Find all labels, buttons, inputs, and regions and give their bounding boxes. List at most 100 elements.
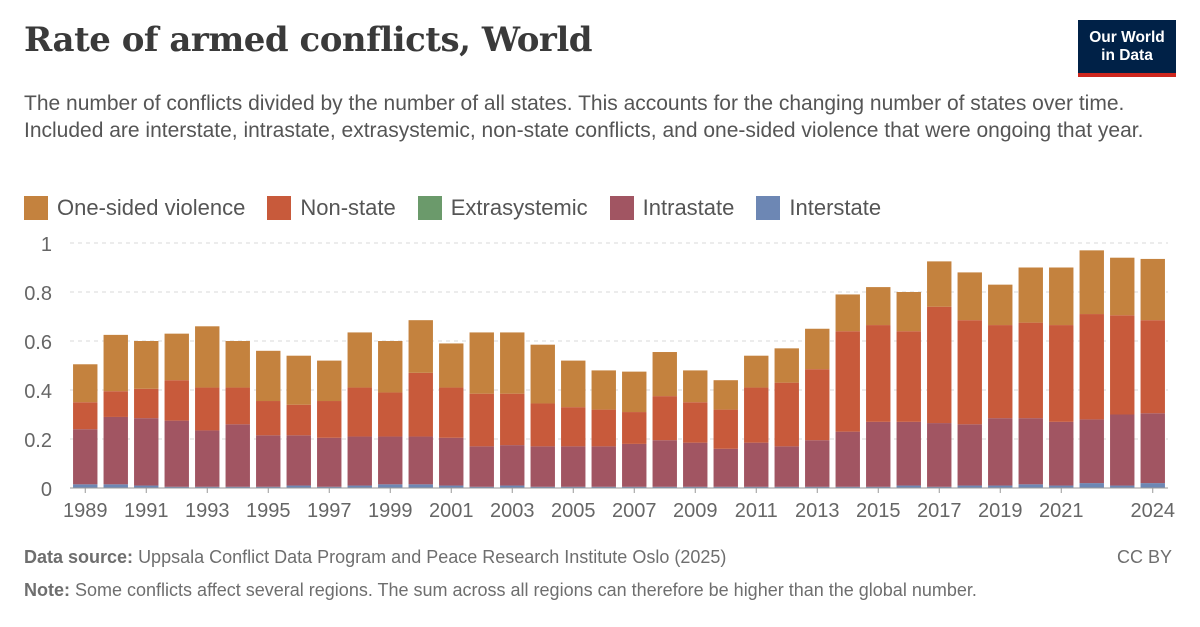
bar-non-state-2015 — [866, 325, 891, 422]
bar-stack-2017 — [927, 261, 952, 488]
bar-intrastate-1991 — [134, 418, 159, 486]
bar-intrastate-2007 — [622, 443, 647, 487]
bar-interstate-2016 — [896, 485, 921, 488]
bar-one-sided-violence-1992 — [164, 333, 189, 381]
data-source-text[interactable]: Uppsala Conflict Data Program and Peace … — [138, 547, 727, 567]
bar-interstate-1999 — [378, 484, 403, 488]
bar-intrastate-2019 — [988, 418, 1013, 486]
bar-non-state-1989 — [73, 402, 98, 430]
bar-interstate-2021 — [1049, 485, 1074, 488]
x-tick-label: 2005 — [551, 500, 596, 522]
note-label: Note: — [24, 580, 70, 600]
bar-one-sided-violence-2002 — [469, 332, 494, 394]
bar-stack-2016 — [896, 292, 921, 488]
bar-stack-2021 — [1049, 267, 1074, 488]
bar-non-state-2018 — [957, 320, 982, 425]
legend-item-intrastate[interactable]: Intrastate — [609, 195, 735, 221]
bar-one-sided-violence-2013 — [805, 328, 830, 370]
legend-swatch — [756, 196, 781, 220]
bar-one-sided-violence-2024 — [1140, 258, 1165, 321]
x-tick-label: 2011 — [735, 500, 778, 522]
bar-non-state-2022 — [1079, 314, 1104, 420]
bar-one-sided-violence-2023 — [1110, 257, 1135, 316]
data-source: Data source: Uppsala Conflict Data Progr… — [24, 547, 726, 568]
note-text: Some conflicts affect several regions. T… — [75, 580, 977, 600]
bar-interstate-2018 — [957, 485, 982, 488]
bar-one-sided-violence-1998 — [347, 332, 372, 388]
bar-stack-2013 — [805, 328, 830, 488]
bar-intrastate-2012 — [774, 446, 799, 487]
bar-one-sided-violence-2011 — [744, 355, 769, 388]
bar-interstate-2009 — [683, 486, 708, 488]
bar-one-sided-violence-2018 — [957, 272, 982, 321]
y-tick-label: 1 — [41, 234, 52, 256]
legend-label: Non-state — [300, 195, 396, 220]
legend-label: Intrastate — [642, 195, 735, 220]
bar-interstate-2011 — [744, 486, 769, 488]
bar-interstate-1992 — [164, 486, 189, 488]
y-tick-label: 0.2 — [24, 430, 52, 452]
bar-one-sided-violence-2009 — [683, 370, 708, 403]
bar-non-state-2003 — [500, 393, 525, 446]
legend-item-non-state[interactable]: Non-state — [267, 195, 396, 221]
bar-intrastate-2021 — [1049, 421, 1074, 486]
legend-swatch — [24, 196, 48, 220]
legend-swatch — [267, 196, 292, 220]
legend-item-extrasystemic[interactable]: Extrasystemic — [417, 195, 588, 221]
bar-non-state-1995 — [256, 401, 281, 436]
bar-stack-1990 — [103, 334, 128, 488]
bar-non-state-2017 — [927, 306, 952, 424]
bar-stack-2002 — [469, 332, 494, 488]
owid-logo[interactable]: Our World in Data — [1078, 20, 1176, 77]
bar-intrastate-1999 — [378, 436, 403, 485]
bar-non-state-1991 — [134, 388, 159, 419]
bar-stack-2003 — [500, 332, 525, 488]
bar-interstate-2014 — [835, 486, 860, 488]
bar-interstate-2008 — [652, 486, 677, 488]
bar-non-state-2008 — [652, 396, 677, 441]
bar-intrastate-2022 — [1079, 419, 1104, 484]
bar-interstate-1991 — [134, 485, 159, 488]
bar-one-sided-violence-1989 — [73, 364, 98, 403]
bar-interstate-2007 — [622, 486, 647, 488]
bar-interstate-2019 — [988, 485, 1013, 488]
bar-one-sided-violence-1991 — [134, 341, 159, 389]
x-tick-label: 1991 — [124, 500, 169, 522]
bar-one-sided-violence-1999 — [378, 341, 403, 393]
bar-interstate-2024 — [1140, 483, 1165, 488]
bar-intrastate-2024 — [1140, 413, 1165, 484]
bar-stack-2012 — [774, 348, 799, 488]
bar-non-state-2005 — [561, 407, 586, 447]
bar-non-state-2001 — [439, 387, 464, 438]
bar-interstate-1994 — [225, 486, 250, 488]
data-source-label: Data source: — [24, 547, 134, 567]
bar-interstate-2001 — [439, 485, 464, 488]
bar-non-state-1996 — [286, 404, 311, 436]
chart-title: Rate of armed conflicts, World — [24, 20, 593, 60]
bar-non-state-2013 — [805, 369, 830, 441]
bar-non-state-2007 — [622, 412, 647, 444]
bar-one-sided-violence-2022 — [1079, 250, 1104, 315]
chart-subtitle: The number of conflicts divided by the n… — [24, 92, 1144, 142]
bar-interstate-1993 — [195, 486, 220, 488]
legend-swatch — [609, 196, 634, 220]
legend-item-interstate[interactable]: Interstate — [756, 195, 881, 221]
x-tick-label: 2017 — [917, 500, 962, 522]
bar-intrastate-2023 — [1110, 414, 1135, 486]
license-link[interactable]: CC BY — [1116, 547, 1172, 567]
bar-intrastate-1990 — [103, 416, 128, 485]
x-tick-label: 1993 — [185, 500, 230, 522]
x-tick-label: 2001 — [429, 500, 474, 522]
legend-item-one-sided-violence[interactable]: One-sided violence — [24, 195, 245, 221]
x-tick-label: 2007 — [612, 500, 657, 522]
bar-one-sided-violence-1990 — [103, 334, 128, 392]
x-tick-label: 1997 — [307, 500, 352, 522]
bar-stack-2007 — [622, 371, 647, 488]
bar-one-sided-violence-2008 — [652, 352, 677, 397]
bar-stack-2015 — [866, 287, 891, 488]
bar-interstate-2006 — [591, 486, 616, 488]
bar-interstate-1997 — [317, 486, 342, 488]
bar-stack-2006 — [591, 370, 616, 488]
bar-intrastate-2017 — [927, 423, 952, 487]
y-tick-label: 0 — [41, 479, 52, 501]
